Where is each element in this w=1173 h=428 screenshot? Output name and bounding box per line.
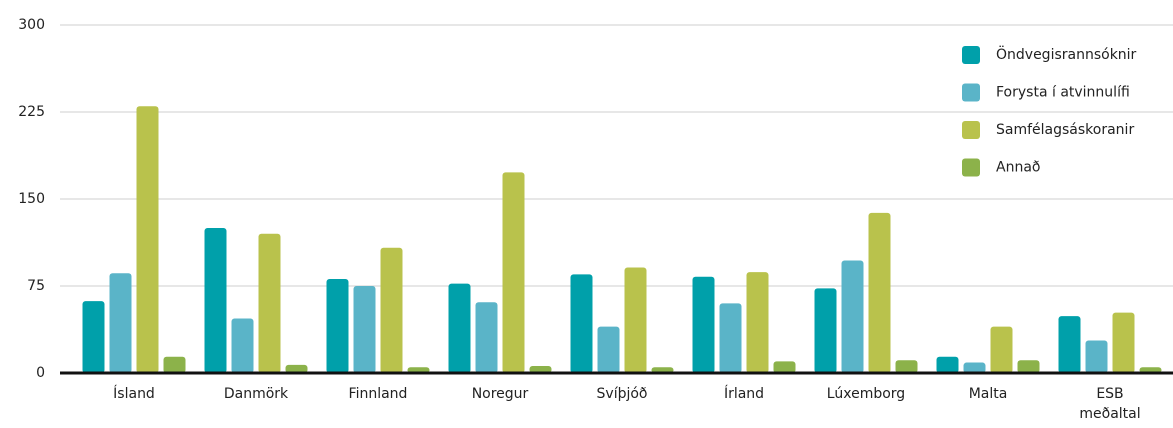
x-tick-label: ESB meðaltal xyxy=(1079,386,1141,422)
legend-swatch xyxy=(962,158,980,177)
y-tick-label: 225 xyxy=(18,104,45,120)
y-tick-label: 0 xyxy=(36,365,45,381)
bar xyxy=(380,247,403,373)
x-tick-label: Malta xyxy=(968,386,1008,402)
bar xyxy=(624,267,647,373)
bar xyxy=(163,356,186,373)
bar xyxy=(1085,340,1108,373)
legend-label: Öndvegisrannsóknir xyxy=(996,45,1137,63)
bar xyxy=(570,274,593,373)
bar xyxy=(936,356,959,373)
bar xyxy=(204,228,227,373)
bar xyxy=(597,326,620,373)
x-tick-label: Finnland xyxy=(348,386,408,402)
bar xyxy=(841,260,864,373)
legend-label: Annað xyxy=(996,160,1040,176)
bar xyxy=(719,303,742,373)
bar xyxy=(353,286,376,373)
bar xyxy=(692,276,715,373)
bar xyxy=(258,233,281,373)
bar xyxy=(475,302,498,373)
bar xyxy=(448,283,471,373)
bar xyxy=(814,288,837,373)
y-tick-label: 300 xyxy=(18,17,45,33)
bar xyxy=(1017,360,1040,373)
bar xyxy=(109,273,132,373)
x-tick-label: Lúxemborg xyxy=(826,386,906,402)
bar xyxy=(82,301,105,373)
bar xyxy=(285,364,308,373)
bar xyxy=(136,106,159,373)
bar xyxy=(895,360,918,373)
bar xyxy=(963,362,986,373)
legend-swatch xyxy=(962,46,980,64)
x-tick-label: Írland xyxy=(723,386,765,402)
bar xyxy=(1112,312,1135,373)
bar xyxy=(231,318,254,373)
bar xyxy=(326,279,349,373)
legend-label: Samfélagsáskoranir xyxy=(996,122,1134,138)
bar xyxy=(529,366,552,373)
legend-swatch xyxy=(962,121,980,139)
bar xyxy=(990,326,1013,373)
legend-label: Forysta í atvinnulífi xyxy=(996,85,1130,101)
x-tick-label: Noregur xyxy=(471,386,529,402)
bar xyxy=(502,172,525,373)
y-tick-label: 150 xyxy=(18,191,45,207)
x-tick-label: Danmörk xyxy=(223,386,289,402)
x-tick-label: Ísland xyxy=(113,386,155,402)
legend-swatch xyxy=(962,83,980,102)
bar xyxy=(1058,316,1081,373)
bar xyxy=(773,361,796,373)
bar xyxy=(868,212,891,373)
bar xyxy=(746,272,769,373)
x-tick-label: Svíþjóð xyxy=(596,386,648,402)
y-tick-label: 75 xyxy=(27,278,45,294)
